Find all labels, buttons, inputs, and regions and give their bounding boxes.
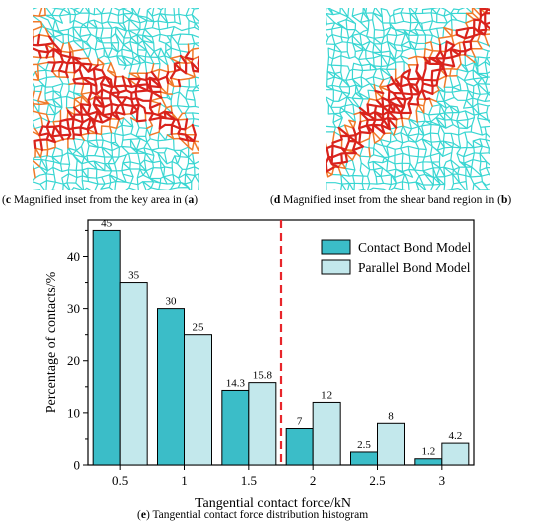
caption-c-letter: c bbox=[5, 194, 11, 206]
caption-d: (d Magnified inset from the shear band r… bbox=[270, 194, 512, 206]
inset-red-chains bbox=[33, 33, 199, 152]
inset-orange-chains bbox=[326, 8, 490, 178]
inset-cyan-chains bbox=[33, 8, 199, 190]
bar-value-label: 1.2 bbox=[421, 446, 435, 458]
bar-contact-bond bbox=[92, 229, 121, 466]
x-tick-label: 2.5 bbox=[369, 473, 385, 488]
legend-swatch-parallel-bond bbox=[321, 259, 351, 275]
bar-contact-bond bbox=[414, 458, 443, 466]
caption-d-ref: b bbox=[500, 194, 508, 206]
inset-orange-chains bbox=[33, 8, 199, 179]
bar-contact-bond bbox=[285, 428, 314, 466]
x-tick-label: 2 bbox=[310, 473, 317, 488]
caption-e-letter: e bbox=[140, 509, 146, 521]
caption-d-letter: d bbox=[273, 194, 281, 206]
bar-parallel-bond bbox=[119, 282, 148, 466]
y-tick-label: 30 bbox=[67, 301, 80, 316]
y-tick-label: 10 bbox=[67, 405, 80, 420]
bar-contact-bond bbox=[350, 451, 378, 466]
bar-value-label: 8 bbox=[388, 410, 394, 422]
x-tick-label: 1 bbox=[181, 473, 188, 488]
bar-parallel-bond bbox=[184, 334, 212, 466]
caption-e-text: Tangential contact force distribution hi… bbox=[149, 509, 369, 521]
bar-parallel-bond bbox=[312, 401, 341, 466]
bar-value-label: 2.5 bbox=[357, 439, 371, 451]
bar-value-label: 45 bbox=[101, 217, 113, 229]
caption-c-ref: a bbox=[188, 194, 195, 206]
inset-red-chains bbox=[326, 8, 490, 173]
x-tick-label: 3 bbox=[439, 473, 446, 488]
bar-value-label: 7 bbox=[297, 416, 303, 428]
bar-value-label: 12 bbox=[321, 389, 332, 401]
caption-d-close: ) bbox=[507, 194, 512, 206]
x-tick-label: 1.5 bbox=[241, 473, 257, 488]
x-tick-label: 0.5 bbox=[112, 473, 128, 488]
inset-c-image bbox=[33, 8, 199, 190]
y-tick-label: 20 bbox=[67, 353, 80, 368]
legend-swatch-contact-bond bbox=[321, 239, 351, 255]
bar-value-label: 4.2 bbox=[448, 430, 462, 442]
caption-e: (e) Tangential contact force distributio… bbox=[137, 509, 369, 521]
y-tick-label: 40 bbox=[67, 249, 80, 264]
bar-chart: 0 10 20 30 40 0.5 1 1.5 2 2.5 3 45 30 14.3 7 2.5 1.2 35 25… bbox=[44, 217, 475, 510]
bar-contact-bond bbox=[221, 389, 250, 466]
bar-contact-bond bbox=[157, 308, 185, 466]
legend-label-parallel-bond: Parallel Bond Model bbox=[358, 260, 471, 275]
y-axis-title: Percentage of contacts/% bbox=[44, 271, 59, 413]
bar-parallel-bond bbox=[441, 442, 470, 466]
bar-value-label: 14.3 bbox=[226, 377, 246, 389]
y-tick-label: 0 bbox=[74, 458, 81, 473]
inset-d-image bbox=[326, 8, 490, 190]
caption-c-text: Magnified inset from the key area in ( bbox=[10, 194, 189, 206]
caption-c-close: ) bbox=[194, 194, 199, 206]
x-axis-title: Tangential contact force/kN bbox=[195, 496, 351, 510]
bar-parallel-bond bbox=[377, 422, 405, 466]
bar-value-label: 35 bbox=[128, 270, 140, 282]
bar-value-label: 15.8 bbox=[253, 370, 273, 382]
caption-d-text: Magnified inset from the shear band regi… bbox=[280, 194, 501, 206]
inset-cyan-chains bbox=[326, 8, 490, 190]
legend-label-contact-bond: Contact Bond Model bbox=[358, 240, 471, 255]
caption-c: (c Magnified inset from the key area in … bbox=[2, 194, 199, 206]
bar-value-label: 25 bbox=[193, 322, 205, 334]
bar-value-label: 30 bbox=[166, 296, 178, 308]
bar-parallel-bond bbox=[248, 382, 277, 466]
